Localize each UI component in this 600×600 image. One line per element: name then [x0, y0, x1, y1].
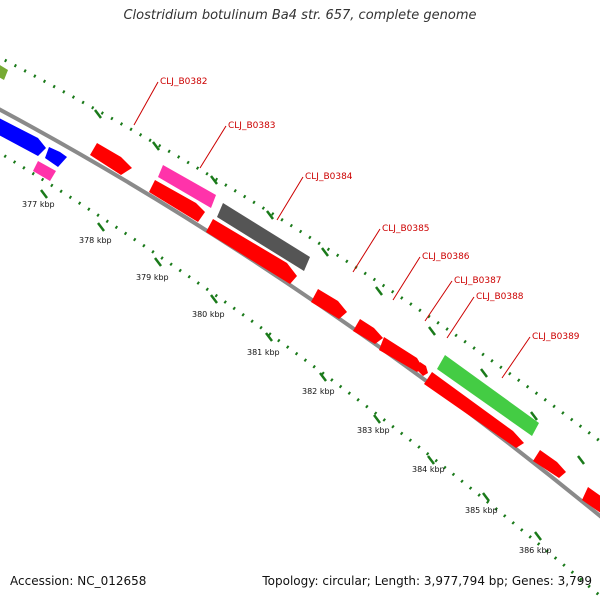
tick-label: 382 kbp — [302, 387, 335, 396]
gene-cds-inner — [582, 487, 600, 513]
tick-label: 380 kbp — [192, 310, 225, 319]
tick-label: 377 kbp — [22, 200, 55, 209]
gene-label: CLJ_B0387 — [454, 276, 502, 286]
gene-label: CLJ_B0383 — [228, 121, 276, 131]
feature-olive — [0, 65, 8, 80]
map-title: Clostridium botulinum Ba4 str. 657, comp… — [123, 8, 477, 23]
label-leaders — [133, 81, 531, 379]
tick-label: 378 kbp — [79, 236, 112, 245]
gene-clj-b0387 — [379, 337, 423, 372]
gene-label: CLJ_B0386 — [422, 252, 470, 262]
gene-clj-b0382 — [90, 143, 132, 175]
gene-clj-b0385 — [311, 289, 347, 319]
topology-text: Topology: circular; Length: 3,977,794 bp… — [262, 574, 592, 588]
gene-label: CLJ_B0385 — [382, 224, 430, 234]
tick-label: 381 kbp — [247, 348, 280, 357]
gene-clj-b0389 — [437, 355, 539, 436]
tick-label: 384 kbp — [412, 465, 445, 474]
gene-cds-inner — [424, 372, 524, 448]
gene-label: CLJ_B0388 — [476, 292, 524, 302]
outer-tick-ring — [0, 55, 600, 465]
tick-label: 379 kbp — [136, 273, 169, 282]
feature-blue — [0, 118, 46, 156]
feature-blue-small — [45, 147, 67, 167]
gene-label: CLJ_B0382 — [160, 77, 208, 87]
gene-cds-outer — [533, 450, 566, 478]
gene-cds-inner — [206, 219, 297, 284]
gene-label: CLJ_B0384 — [305, 172, 353, 182]
tick-label: 383 kbp — [357, 426, 390, 435]
gene-clj-b0388 — [416, 362, 428, 376]
tick-label: 385 kbp — [465, 506, 498, 515]
gene-cds-inner — [149, 180, 205, 222]
gene-clj-b0384 — [217, 203, 310, 271]
gene-clj-b0386 — [353, 319, 383, 344]
gene-clj-b0383 — [158, 165, 216, 208]
feature-trna — [33, 161, 56, 181]
tick-label: 386 kbp — [519, 546, 552, 555]
gene-label: CLJ_B0389 — [532, 332, 580, 342]
inner-tick-ring — [0, 151, 600, 598]
accession-text: Accession: NC_012658 — [10, 574, 147, 588]
genome-backbone — [0, 107, 600, 519]
